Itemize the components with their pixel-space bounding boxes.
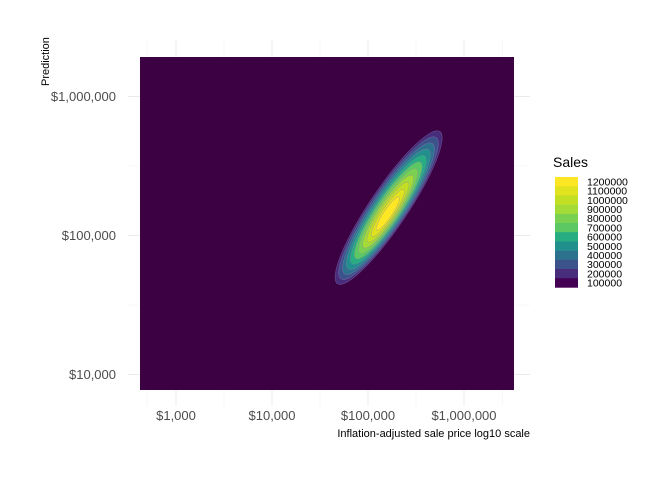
legend-label: 800000 [587, 213, 622, 225]
x-tick-label: $1,000 [156, 408, 196, 423]
y-tick-label: $1,000,000 [51, 89, 116, 104]
legend-key [555, 223, 578, 233]
legend-key [555, 204, 578, 215]
legend-key [555, 241, 578, 251]
x-axis-ticks: $1,000 $10,000 $100,000 $1,000,000 [156, 408, 496, 423]
legend-key [555, 177, 578, 187]
legend-label: 900000 [587, 204, 622, 216]
legend-label: 300000 [587, 259, 622, 271]
y-tick-label: $10,000 [69, 367, 116, 382]
y-axis-ticks: $10,000 $100,000 $1,000,000 [51, 89, 116, 382]
legend-label: 1100000 [587, 186, 627, 198]
legend-label: 600000 [587, 232, 622, 244]
legend-key [555, 195, 578, 205]
plot-panel [140, 57, 514, 390]
legend-keys: 1200000110000010000009000008000007000006… [555, 176, 628, 290]
density-background [140, 57, 514, 390]
legend-key [555, 186, 578, 196]
y-tick-label: $100,000 [62, 228, 116, 243]
legend-label: 400000 [587, 250, 622, 262]
legend-key [555, 269, 578, 279]
legend-label: 1200000 [587, 176, 628, 188]
legend-key [555, 259, 578, 270]
legend-label: 100000 [587, 278, 622, 290]
legend-label: 500000 [587, 241, 622, 253]
legend: Sales 1200000110000010000009000008000007… [553, 154, 628, 290]
legend-key [555, 213, 578, 224]
x-tick-label: $100,000 [341, 408, 395, 423]
density-contour-level [375, 196, 400, 231]
legend-label: 200000 [587, 268, 622, 280]
y-axis-title: Prediction [40, 37, 52, 86]
x-tick-label: $1,000,000 [431, 408, 496, 423]
x-tick-label: $10,000 [249, 408, 296, 423]
legend-title: Sales [553, 154, 588, 170]
legend-label: 1000000 [587, 195, 628, 207]
legend-key [555, 250, 578, 261]
legend-key [555, 232, 578, 242]
legend-key [555, 278, 578, 288]
x-axis-title: Inflation-adjusted sale price log10 scal… [337, 428, 530, 440]
density-contours [334, 130, 443, 285]
legend-label: 700000 [587, 222, 622, 234]
